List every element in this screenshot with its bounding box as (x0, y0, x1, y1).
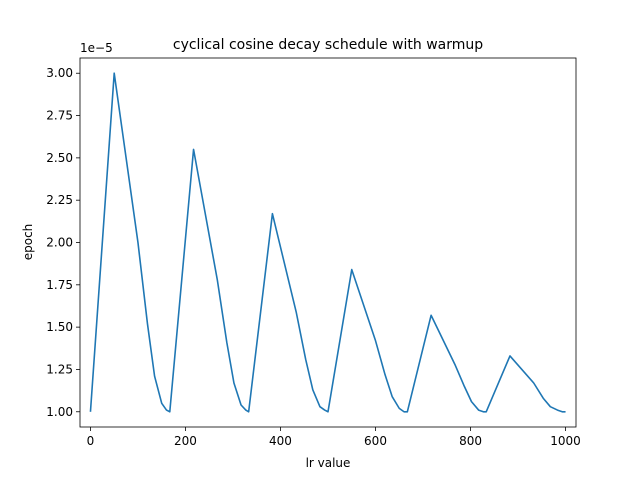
y-offset-label: 1e−5 (80, 41, 113, 55)
x-tick-label: 200 (174, 434, 197, 448)
y-tick-label: 1.00 (46, 405, 73, 419)
x-tick-label: 800 (459, 434, 482, 448)
plot-area: 0 200 400 600 800 1000 1.00 1.25 1.50 1.75 2.00 2.… (46, 57, 581, 448)
y-tick-label: 1.50 (46, 320, 73, 334)
series-line (89, 72, 566, 413)
y-tick-label: 1.25 (46, 362, 73, 376)
y-axis-label: epoch (21, 224, 35, 261)
x-axis-ticks: 0 200 400 600 800 1000 (87, 427, 581, 448)
y-tick-label: 2.75 (46, 109, 73, 123)
x-tick-label: 1000 (550, 434, 581, 448)
y-tick-label: 2.00 (46, 236, 73, 250)
axes-frame (79, 57, 577, 428)
x-tick-label: 400 (269, 434, 292, 448)
chart-title: cyclical cosine decay schedule with warm… (173, 37, 483, 53)
x-axis-label: lr value (306, 456, 351, 470)
y-tick-label: 3.00 (46, 66, 73, 80)
x-tick-label: 600 (364, 434, 387, 448)
x-tick-label: 0 (87, 434, 95, 448)
y-tick-label: 2.50 (46, 151, 73, 165)
y-tick-label: 1.75 (46, 278, 73, 292)
y-axis-ticks: 1.00 1.25 1.50 1.75 2.00 2.25 2.50 2.75 3.00 (46, 66, 80, 419)
y-tick-label: 2.25 (46, 193, 73, 207)
